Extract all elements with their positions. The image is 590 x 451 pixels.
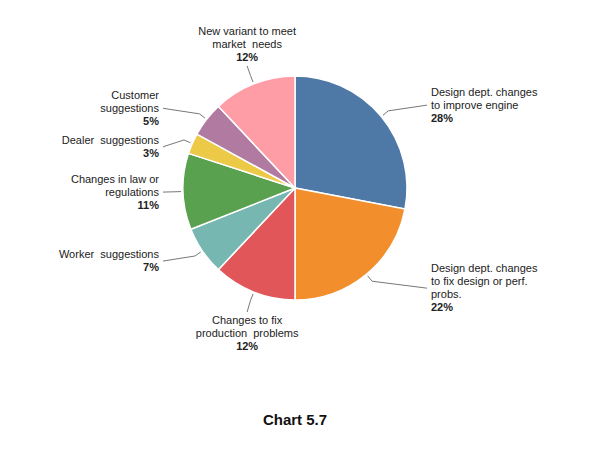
data-label: 28%: [431, 112, 453, 124]
leader-line: [163, 140, 190, 147]
data-label: 3%: [143, 147, 159, 159]
data-label: 5%: [143, 115, 159, 127]
slice-label: Customersuggestions: [100, 89, 159, 114]
slices: [183, 76, 407, 300]
data-label: 11%: [138, 199, 160, 211]
slice: [218, 76, 295, 188]
data-label: 12%: [236, 340, 258, 352]
slice-label: Worker suggestions: [59, 248, 160, 260]
slice-label: Design dept. changesto improve engine: [431, 86, 538, 111]
leader-line: [383, 105, 427, 115]
slice-label: Design dept. changesto fix design or per…: [431, 262, 538, 300]
leader-line: [247, 294, 253, 312]
leader-line: [163, 191, 181, 193]
slice-label: New variant to meetmarket needs: [198, 25, 296, 50]
slice-label: Changes to fixproduction problems: [196, 314, 299, 339]
data-label: 12%: [236, 51, 258, 63]
labels: Design dept. changesto improve engine28%…: [59, 25, 538, 352]
leader-line: [163, 252, 201, 261]
data-label: 7%: [143, 261, 159, 273]
leader-line: [163, 108, 205, 118]
leader-line: [368, 276, 427, 288]
slice: [295, 76, 407, 209]
title: Chart 5.7: [263, 411, 327, 428]
data-label: 22%: [431, 301, 453, 313]
leader-line: [247, 66, 253, 82]
chart: Design dept. changesto improve engine28%…: [0, 0, 590, 451]
slice-label: Changes in law orregulations: [71, 173, 160, 198]
slice-label: Dealer suggestions: [62, 134, 160, 146]
